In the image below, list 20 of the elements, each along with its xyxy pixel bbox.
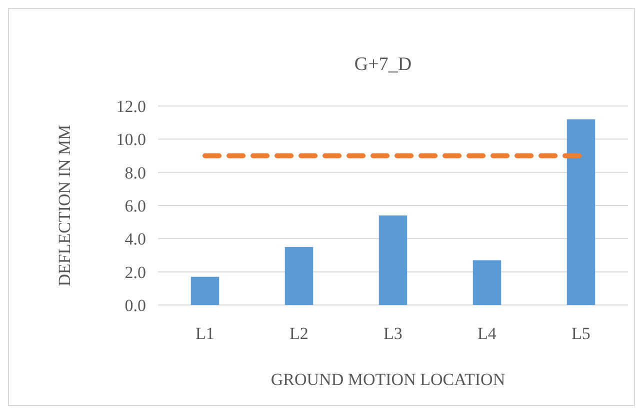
- y-tick-label: 8.0: [124, 163, 146, 182]
- x-tick-label: L1: [196, 324, 214, 343]
- chart-title: G+7_D: [354, 54, 412, 75]
- bar: [566, 119, 596, 305]
- x-axis-title: GROUND MOTION LOCATION: [270, 370, 506, 389]
- y-tick-label: 6.0: [124, 196, 146, 216]
- x-tick-label: L5: [572, 324, 590, 343]
- bar: [472, 260, 502, 305]
- bar: [284, 246, 314, 305]
- y-axis-title: DEFLECTION IN MM: [55, 124, 74, 286]
- y-tick-label: 10.0: [116, 130, 146, 150]
- x-tick-label: L2: [290, 324, 308, 343]
- x-tick-label: L3: [384, 324, 402, 343]
- x-tick-label: L4: [478, 324, 497, 343]
- y-tick-label: 4.0: [124, 230, 146, 249]
- bar: [378, 215, 408, 305]
- bar: [190, 276, 220, 305]
- y-tick-label: 2.0: [124, 262, 146, 282]
- y-tick-label: 12.0: [116, 96, 146, 116]
- y-tick-label: 0.0: [124, 296, 146, 315]
